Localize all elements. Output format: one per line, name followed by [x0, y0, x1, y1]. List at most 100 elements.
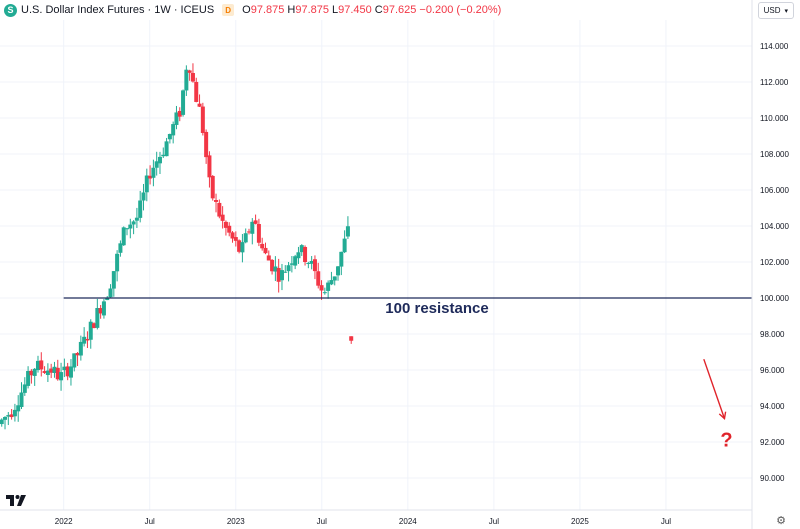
candle-body — [118, 243, 123, 253]
gear-icon[interactable]: ⚙ — [776, 515, 786, 527]
y-tick-label: 90.000 — [760, 474, 785, 483]
candle-body — [144, 175, 149, 193]
candle-body — [52, 366, 57, 373]
candle-body — [260, 243, 265, 249]
candle-body — [316, 271, 321, 286]
candle-body — [164, 141, 169, 157]
y-tick-label: 104.000 — [760, 222, 789, 231]
candle-body — [289, 263, 294, 265]
ohlc-high-value: 97.875 — [295, 4, 329, 16]
annotations: 100 resistance? — [63, 297, 752, 452]
candle-body — [286, 265, 291, 272]
ohlc-close-key: C — [374, 4, 383, 16]
price-change: −0.200 (−0.20%) — [419, 4, 502, 16]
candle-body — [121, 227, 126, 246]
candle-body — [233, 237, 238, 241]
candle-body — [49, 368, 54, 373]
y-tick-label: 106.000 — [760, 186, 789, 195]
chart-header: S U.S. Dollar Index Futures · 1W · ICEUS… — [0, 0, 501, 20]
candle-body — [247, 231, 252, 233]
candle-body — [276, 267, 281, 282]
candle-body — [263, 247, 268, 254]
candle-body — [92, 323, 97, 329]
candle-body — [349, 336, 354, 341]
symbol-title[interactable]: U.S. Dollar Index Futures · 1W · ICEUS — [21, 4, 215, 16]
candle-body — [177, 110, 182, 117]
y-tick-label: 108.000 — [760, 150, 789, 159]
candle-body — [111, 271, 116, 289]
x-tick-label: 2023 — [227, 517, 245, 526]
candle-body — [200, 106, 205, 133]
ohlc-open-key: O — [242, 4, 251, 16]
candle-body — [62, 366, 67, 371]
y-tick-label: 100.000 — [760, 294, 789, 303]
candle-body — [266, 255, 271, 261]
candle-body — [39, 360, 44, 370]
candle-body — [12, 409, 17, 417]
projection-arrow — [703, 358, 726, 419]
candle-body — [240, 242, 245, 253]
candle-body — [342, 238, 347, 253]
candle-body — [273, 266, 278, 272]
symbol-icon[interactable]: S — [4, 3, 17, 17]
tradingview-logo-icon[interactable] — [5, 493, 29, 510]
x-tick-label: 2025 — [571, 517, 589, 526]
candle-body — [131, 221, 136, 225]
projection-question-mark: ? — [720, 430, 732, 452]
candle-body — [207, 155, 212, 178]
candle-body — [105, 297, 110, 301]
candle-body — [35, 360, 40, 371]
candle-body — [256, 224, 261, 243]
projection-arrowhead — [718, 411, 727, 420]
candle-body — [167, 133, 172, 140]
candle-body — [3, 416, 8, 420]
currency-selector[interactable]: USD ▾ — [757, 2, 794, 19]
candle-body — [157, 156, 162, 164]
candle-body — [88, 321, 93, 340]
candle-body — [194, 81, 199, 102]
candle-body — [65, 366, 70, 377]
candle-body — [101, 301, 106, 316]
candle-body — [68, 366, 73, 378]
candle-body — [108, 288, 113, 298]
y-tick-label: 110.000 — [760, 114, 789, 123]
candle-body — [184, 69, 189, 91]
delayed-data-badge[interactable]: D — [222, 4, 235, 16]
candle-body — [0, 419, 4, 425]
candle-body — [125, 228, 130, 230]
candle-body — [217, 202, 222, 217]
candle-body — [204, 131, 209, 158]
candle-body — [237, 240, 242, 252]
candle-body — [161, 154, 166, 157]
candle-body — [78, 341, 83, 356]
ohlc-close-value: 97.625 — [382, 4, 417, 16]
candle-body — [336, 266, 341, 276]
x-tick-label: 2022 — [55, 517, 73, 526]
x-tick-label: Jul — [661, 517, 671, 526]
candle-body — [326, 282, 331, 291]
candle-body — [227, 225, 232, 233]
candle-body — [223, 221, 228, 228]
candle-body — [134, 217, 139, 221]
candle-body — [187, 70, 192, 73]
y-tick-label: 114.000 — [760, 42, 789, 51]
candle-body — [181, 90, 186, 115]
candle-body — [243, 233, 248, 243]
candle-body — [29, 370, 34, 376]
candle-body — [270, 259, 275, 272]
y-tick-label: 102.000 — [760, 258, 789, 267]
candle-body — [174, 112, 179, 125]
candle-body — [19, 392, 24, 407]
candle-body — [59, 372, 64, 381]
candle-body — [45, 370, 50, 376]
candle-body — [141, 192, 146, 201]
candle-body — [42, 371, 47, 373]
x-tick-label: 2024 — [399, 517, 417, 526]
candle-body — [95, 308, 100, 328]
candle-body — [322, 292, 327, 294]
candles — [0, 63, 354, 430]
candle-body — [85, 338, 90, 341]
candle-body — [319, 285, 324, 291]
candle-body — [250, 221, 255, 234]
